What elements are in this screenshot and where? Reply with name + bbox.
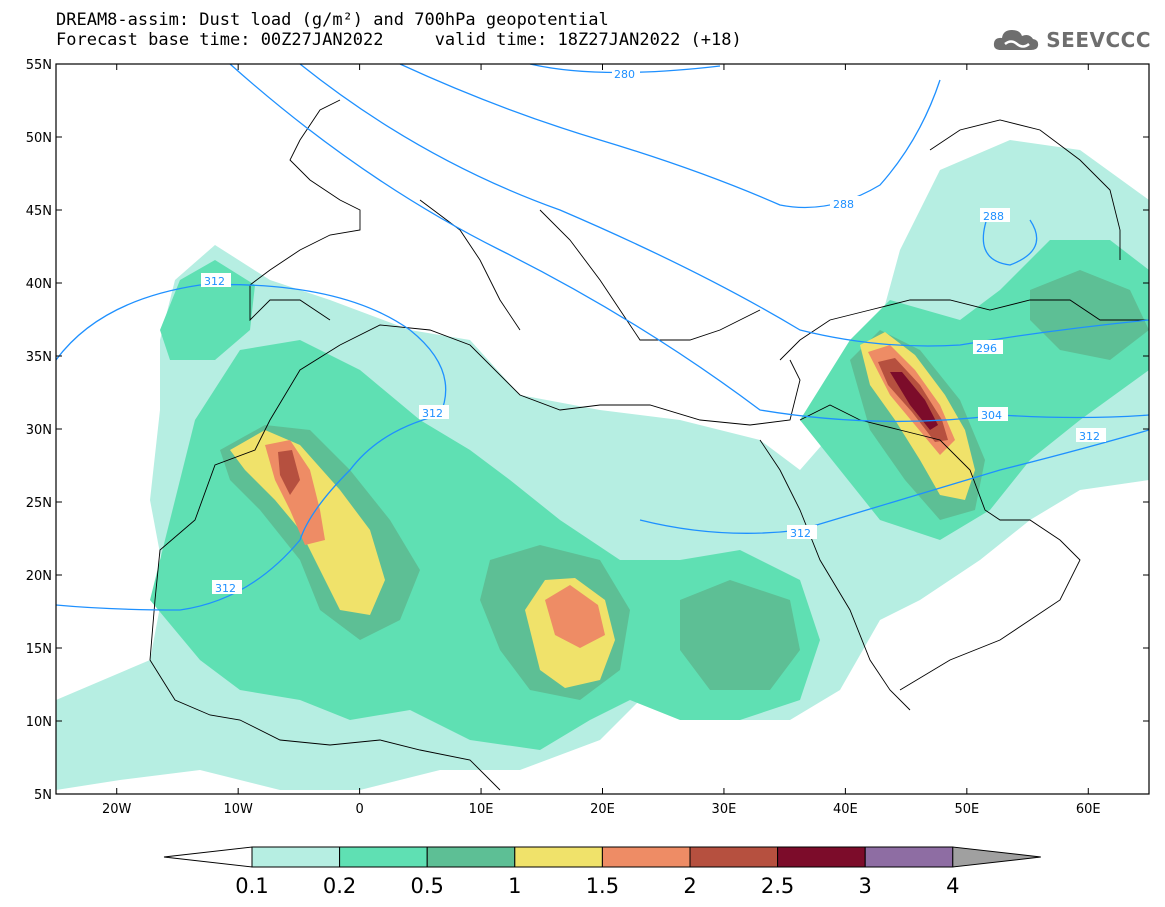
colorbar-swatch [339,846,428,868]
dust-level-0.5 [680,580,800,690]
coastlines [149,99,1149,791]
contour-label: 312 [790,527,811,540]
colorbar-swatch [777,846,866,868]
colorbar-swatch [514,846,603,868]
lat-label: 25N [26,496,52,511]
colorbar-label: 1.5 [586,874,619,898]
dust-level-2.5 [890,372,938,430]
title-line-1: DREAM8-assim: Dust load (g/m²) and 700hP… [56,10,609,30]
colorbar-label: 0.2 [323,874,356,898]
contour-label: 312 [1079,430,1100,443]
colorbar-swatch [251,846,341,868]
colorbar-label: 3 [859,874,872,898]
longitude-labels: 20W 10W 0 10E 20E 30E 40E 50E 60E [102,802,1101,817]
lat-label: 45N [26,204,52,219]
lon-label: 20W [102,802,132,817]
colorbar-label: 2.5 [761,874,794,898]
lat-label: 35N [26,350,52,365]
contour-label: 312 [422,407,443,420]
colorbar-swatch [601,846,691,868]
dust-level-2 [278,450,300,495]
lat-label: 5N [34,788,52,803]
lat-label: 55N [26,58,52,73]
colorbar-label: 0.5 [410,874,443,898]
lon-label: 10E [469,802,494,817]
lat-label: 30N [26,423,52,438]
contour-label: 312 [204,275,225,288]
lat-label: 50N [26,131,52,146]
title-line-2: Forecast base time: 00Z27JAN2022 valid t… [56,30,742,50]
lat-label: 10N [26,715,52,730]
lat-label: 40N [26,277,52,292]
dust-level-1.5 [545,585,605,648]
dust-level-0.5 [1030,270,1149,360]
lon-label: 50E [954,802,979,817]
colorbar-label: 2 [683,874,696,898]
colorbar-label: 0.1 [235,874,268,898]
contour-label: 304 [981,409,1002,422]
contour-label: 296 [976,342,997,355]
cloud-icon [994,30,1039,50]
contour-label-group: 280 288 288 296 304 312 312 312 312 312 [201,66,1106,595]
contour-label: 312 [215,582,236,595]
lon-label: 40E [833,802,858,817]
seevccc-logo: SEEVCCC [991,26,1151,54]
colorbar-label: 1 [508,874,521,898]
lon-label: 10W [223,802,253,817]
dust-shading [56,140,1149,790]
lat-label: 15N [26,642,52,657]
axis-ticks [56,63,1149,795]
lon-label: 60E [1076,802,1101,817]
colorbar-swatch [689,846,779,868]
latitude-labels: 55N 50N 45N 40N 35N 30N 25N 20N 15N 10N 5N [26,58,52,803]
lat-label: 20N [26,569,52,584]
lon-label: 0 [355,802,363,817]
lon-label: 20E [590,802,615,817]
logo-text: SEEVCCC [1046,28,1151,52]
colorbar-swatch [864,846,954,868]
colorbar-labels: 0.1 0.2 0.5 1 1.5 2 2.5 3 4 [235,874,959,898]
colorbar-high-arrow [952,846,1041,868]
geopotential-contours [56,64,1149,611]
contour-label: 288 [833,198,854,211]
lon-label: 30E [712,802,737,817]
colorbar-label: 4 [946,874,959,898]
map-title: DREAM8-assim: Dust load (g/m²) and 700hP… [56,10,742,50]
colorbar-low-arrow [163,846,253,868]
contour-label: 288 [983,210,1004,223]
contour-label: 280 [614,68,635,81]
colorbar [163,846,1041,868]
colorbar-swatch [426,846,516,868]
